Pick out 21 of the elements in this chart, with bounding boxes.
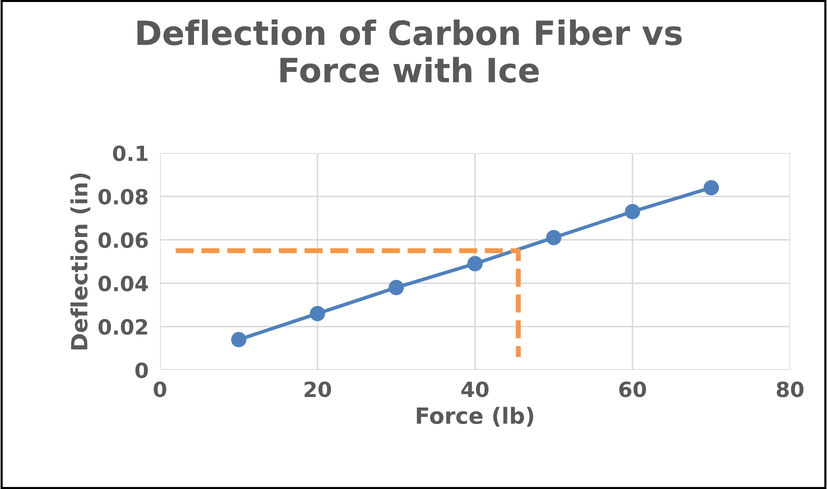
- point: [388, 280, 404, 296]
- y-tick-label: 0.04: [98, 276, 148, 292]
- x-tick-label: 0: [154, 381, 166, 398]
- x-axis-title: Force (lb): [416, 406, 534, 427]
- point: [310, 306, 326, 322]
- y-tick-label: 0.02: [98, 319, 148, 335]
- y-tick-label: 0.06: [98, 232, 148, 248]
- x-tick-label: 80: [776, 381, 804, 398]
- point: [546, 230, 562, 246]
- chart-title: Deflection of Carbon Fiber vs Force with Ice: [137, 20, 682, 83]
- point: [704, 180, 719, 196]
- point: [467, 256, 483, 272]
- point: [624, 204, 640, 220]
- y-tick-label: 0: [135, 362, 148, 378]
- x-tick-label: 40: [461, 381, 488, 398]
- x-tick-label: 20: [304, 381, 331, 398]
- y-tick-label: 0.1: [112, 145, 148, 162]
- point: [231, 332, 246, 348]
- x-tick-label: 60: [619, 381, 646, 398]
- y-axis-title: Deflection (in): [70, 173, 90, 350]
- y-tick-label: 0.08: [98, 188, 148, 205]
